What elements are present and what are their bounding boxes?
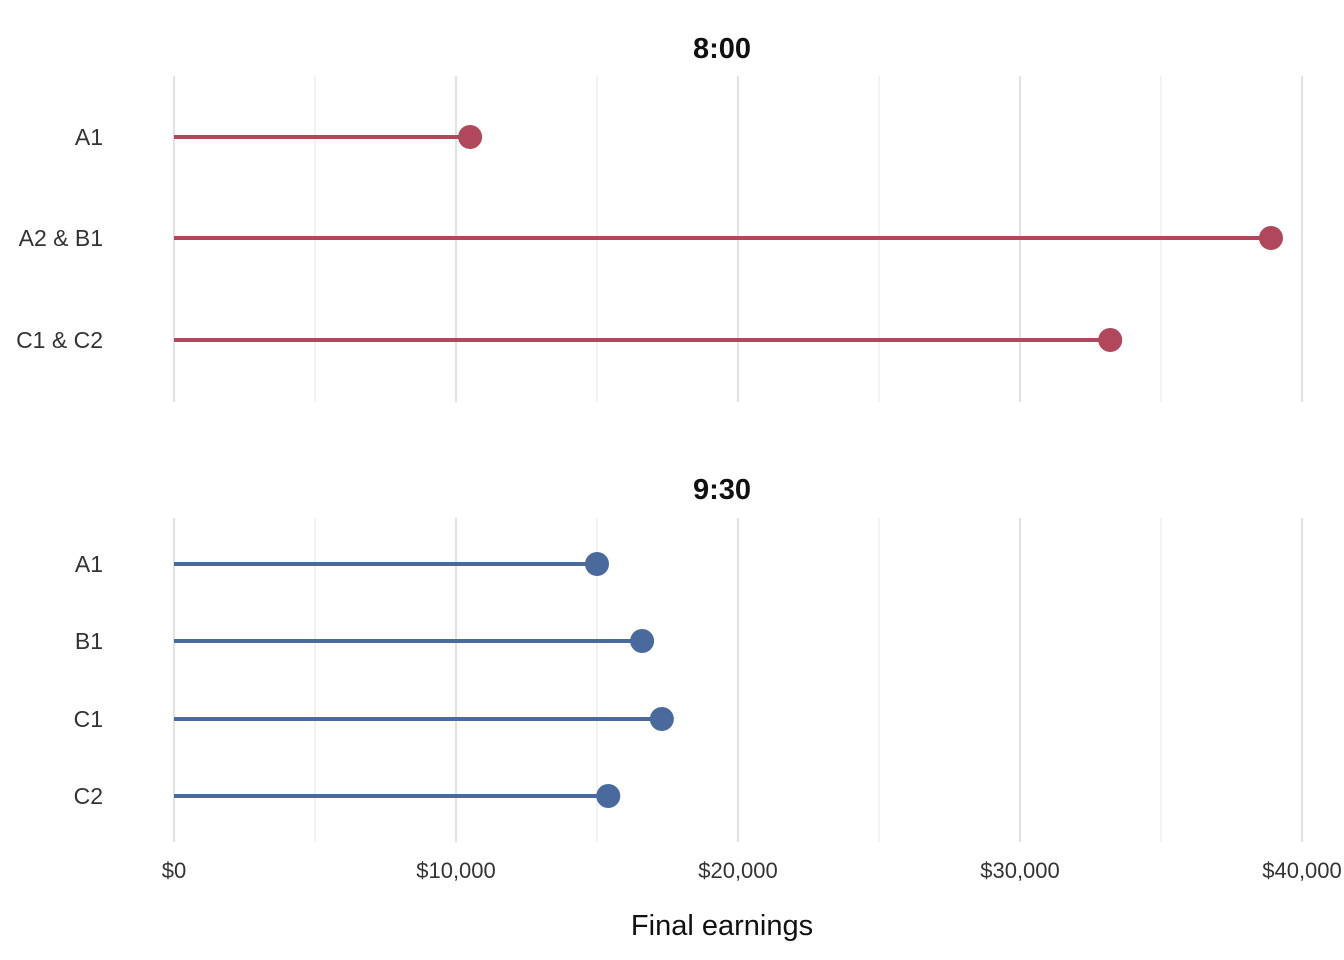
category-label: A2 & B1 (19, 225, 103, 251)
category-label: C1 & C2 (16, 327, 103, 353)
lollipop-point (630, 629, 655, 653)
panel-title: 9:30 (693, 474, 751, 506)
lollipop-point (585, 552, 609, 576)
panels-layer: 8:00 A1 A2 & B1 C1 & C2 9:30 A1 B1 C1 C2 (16, 33, 1304, 842)
panel-title: 8:00 (693, 33, 751, 65)
category-label: C1 (74, 706, 103, 732)
x-tick-label: $40,000 (1262, 858, 1342, 883)
x-tick-label: $30,000 (980, 858, 1060, 883)
lollipop-point (596, 784, 621, 808)
category-label: A1 (75, 551, 103, 577)
x-axis-title: Final earnings (631, 910, 813, 942)
x-tick-label: $20,000 (698, 858, 778, 883)
category-label: A1 (75, 124, 103, 150)
panel-800: 8:00 A1 A2 & B1 C1 & C2 (16, 33, 1304, 402)
category-label: B1 (75, 628, 103, 654)
category-label: C2 (74, 783, 103, 809)
x-tick-label: $10,000 (416, 858, 496, 883)
panel-grid (172, 518, 1304, 842)
x-tick-label: $0 (162, 858, 186, 883)
lollipop-point (458, 125, 483, 149)
lollipop-point (1098, 328, 1123, 352)
panel-930: 9:30 A1 B1 C1 C2 (74, 474, 1304, 842)
x-axis: $0 $10,000 $20,000 $30,000 $40,000 (162, 858, 1342, 883)
lollipop-point (1258, 226, 1283, 250)
lollipop-point (649, 707, 674, 731)
